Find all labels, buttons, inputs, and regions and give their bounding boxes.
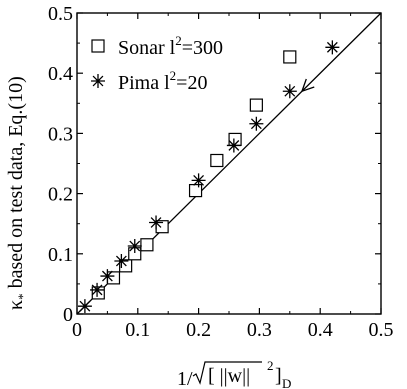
y-axis-label: κ* based on test data, Eq.(10) bbox=[5, 76, 30, 310]
y-tick-label: 0.3 bbox=[48, 123, 73, 145]
x-axis-sqrt-sign bbox=[192, 361, 262, 385]
pima-point bbox=[325, 40, 340, 55]
y-tick-label: 0.2 bbox=[48, 184, 73, 206]
y-tick-label: 0.5 bbox=[48, 3, 73, 25]
pima-point bbox=[77, 299, 92, 314]
pima-point bbox=[100, 269, 115, 284]
y-axis-label-rest: based on test data, Eq.(10) bbox=[5, 76, 27, 293]
pima-point bbox=[127, 238, 142, 253]
y-axis-label-kappa: κ bbox=[5, 300, 27, 310]
x-axis-label: 1/ [ ||w|| 2 ] D bbox=[177, 358, 291, 389]
pima-point bbox=[114, 254, 129, 269]
pima-point-strokes bbox=[191, 173, 206, 188]
x-tick-label: 0.4 bbox=[308, 319, 333, 341]
x-axis-label-prefix: 1/ bbox=[177, 368, 193, 389]
pima-point bbox=[149, 215, 164, 230]
x-tick-label: 0.2 bbox=[186, 319, 211, 341]
legend-asterisk-glyph bbox=[91, 74, 105, 88]
legend-marker-pima bbox=[91, 74, 105, 88]
x-tick-label: 0 bbox=[72, 319, 82, 341]
y-axis-label-kappa-sub: * bbox=[15, 293, 30, 300]
legend-asterisk-glyph-strokes bbox=[91, 74, 105, 88]
pima-point-strokes bbox=[249, 116, 264, 131]
pima-point-strokes bbox=[77, 299, 92, 314]
x-axis-label-sub: D bbox=[282, 376, 291, 389]
pima-point-strokes bbox=[90, 282, 105, 297]
sonar-point bbox=[210, 153, 224, 168]
x-tick-label: 0.3 bbox=[247, 319, 272, 341]
pima-point-strokes bbox=[127, 238, 142, 253]
tick-layer: 0 0.1 0.2 0.3 0.4 0.5 0 0.1 0.2 0.3 0.4 0.5 bbox=[48, 3, 394, 341]
pima-point-strokes bbox=[100, 269, 115, 284]
pima-point-strokes bbox=[226, 138, 241, 153]
pima-point-strokes bbox=[325, 40, 340, 55]
sonar-point bbox=[188, 183, 203, 198]
x-tick-label: 0.1 bbox=[125, 319, 150, 341]
pima-point-strokes bbox=[282, 84, 297, 99]
legend-marker-sonar bbox=[91, 39, 105, 53]
y-axis-label-text: κ* based on test data, Eq.(10) bbox=[5, 76, 30, 310]
reference-arrow bbox=[300, 78, 315, 93]
x-tick-label: 0.5 bbox=[369, 319, 394, 341]
sonar-point bbox=[283, 50, 297, 64]
series-layer bbox=[77, 40, 340, 314]
sonar-point bbox=[249, 98, 263, 112]
pima-point bbox=[249, 116, 264, 131]
y-tick-label: 0.1 bbox=[48, 244, 73, 266]
pima-point bbox=[191, 173, 206, 188]
y-tick-label: 0 bbox=[63, 304, 73, 326]
pima-point bbox=[90, 282, 105, 297]
legend-label-pima: Pima l2=20 bbox=[118, 68, 207, 94]
legend-label-sonar: Sonar l2=300 bbox=[118, 33, 223, 59]
x-axis-label-bracket-open: [ ||w|| bbox=[208, 365, 250, 387]
x-axis-label-bracket-close: ] bbox=[275, 365, 282, 387]
x-axis-label-sup: 2 bbox=[267, 358, 274, 373]
legend: Sonar l2=300 Pima l2=20 bbox=[91, 33, 223, 94]
y-tick-label: 0.4 bbox=[48, 63, 73, 85]
pima-point-strokes bbox=[114, 254, 129, 269]
pima-point bbox=[282, 84, 297, 99]
sonar-point bbox=[140, 238, 154, 252]
pima-point-strokes bbox=[149, 215, 164, 230]
pima-point bbox=[226, 138, 241, 153]
